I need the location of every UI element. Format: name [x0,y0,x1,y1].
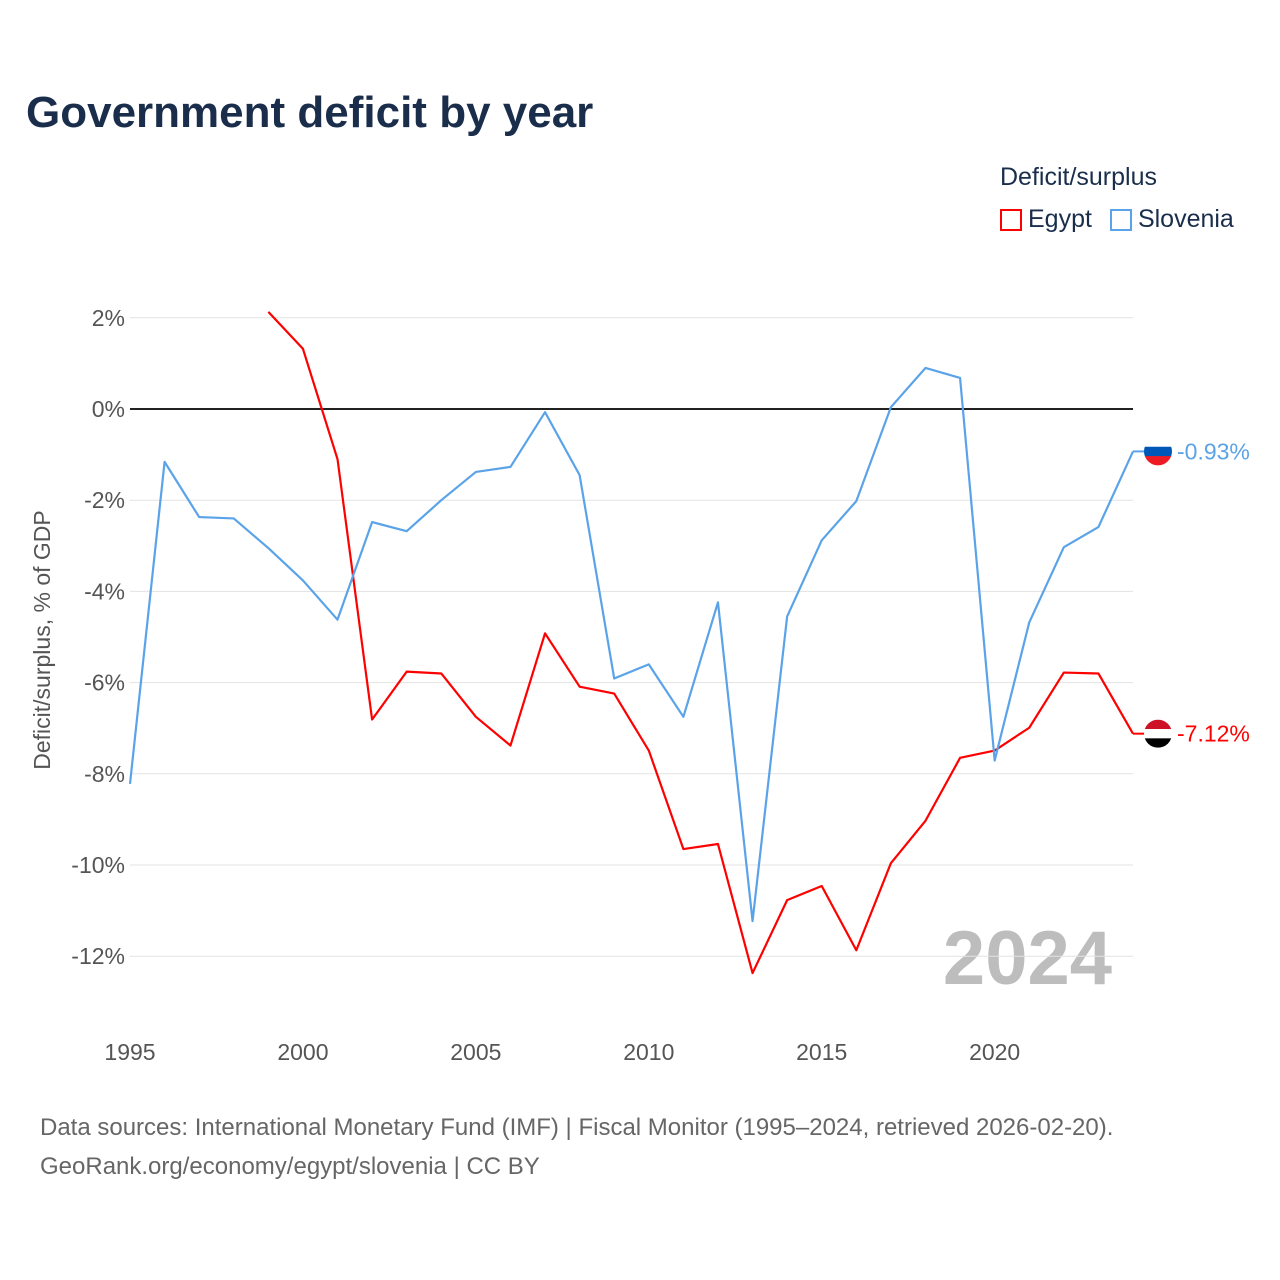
x-tick-label: 2005 [450,1039,501,1065]
legend-item-egypt[interactable]: Egypt [1000,205,1092,234]
x-tick-label: 2020 [969,1039,1020,1065]
y-tick-label: -6% [84,670,125,696]
x-tick-label: 2010 [623,1039,674,1065]
series-line-slovenia [128,366,1135,923]
y-tick-label: -8% [84,761,125,787]
series-line-egypt [267,311,1134,975]
y-tick-label: -4% [84,578,125,604]
flag-egypt-icon [1144,738,1172,748]
y-tick-label: -2% [84,487,125,513]
x-tick-label: 2015 [796,1039,847,1065]
y-axis-label: Deficit/surplus, % of GDP [29,510,55,769]
flag-slovenia-icon [1144,446,1172,457]
flag-egypt-icon [1144,719,1172,730]
legend-item-slovenia[interactable]: Slovenia [1109,205,1234,234]
y-tick-label: 2% [92,305,125,331]
y-tick-label: 0% [92,396,125,422]
chart-title: Government deficit by year [26,88,594,137]
year-watermark: 2024 [943,916,1112,1001]
end-value-label-slovenia: -0.93% [1177,438,1250,464]
legend-title: Deficit/surplus [1000,163,1157,191]
legend-label-slovenia: Slovenia [1137,205,1234,233]
source-note: Data sources: International Monetary Fun… [40,1108,1113,1186]
x-tick-label: 1995 [104,1039,155,1065]
flag-slovenia-icon [1144,456,1172,466]
source-line-2[interactable]: GeoRank.org/economy/egypt/slovenia | CC … [40,1153,540,1180]
legend-swatch-egypt [1000,208,1022,231]
legend: Egypt Slovenia [1000,205,1234,234]
y-tick-label: -12% [71,943,125,969]
legend-swatch-slovenia [1109,208,1132,231]
y-tick-label: -10% [71,852,125,878]
flag-slovenia-icon [1144,437,1172,448]
legend-label-egypt: Egypt [1028,205,1092,233]
flag-egypt-icon [1144,729,1172,739]
source-line-1: Data sources: International Monetary Fun… [40,1114,1114,1141]
x-tick-label: 2000 [277,1039,328,1065]
end-value-label-egypt: -7.12% [1177,721,1250,747]
